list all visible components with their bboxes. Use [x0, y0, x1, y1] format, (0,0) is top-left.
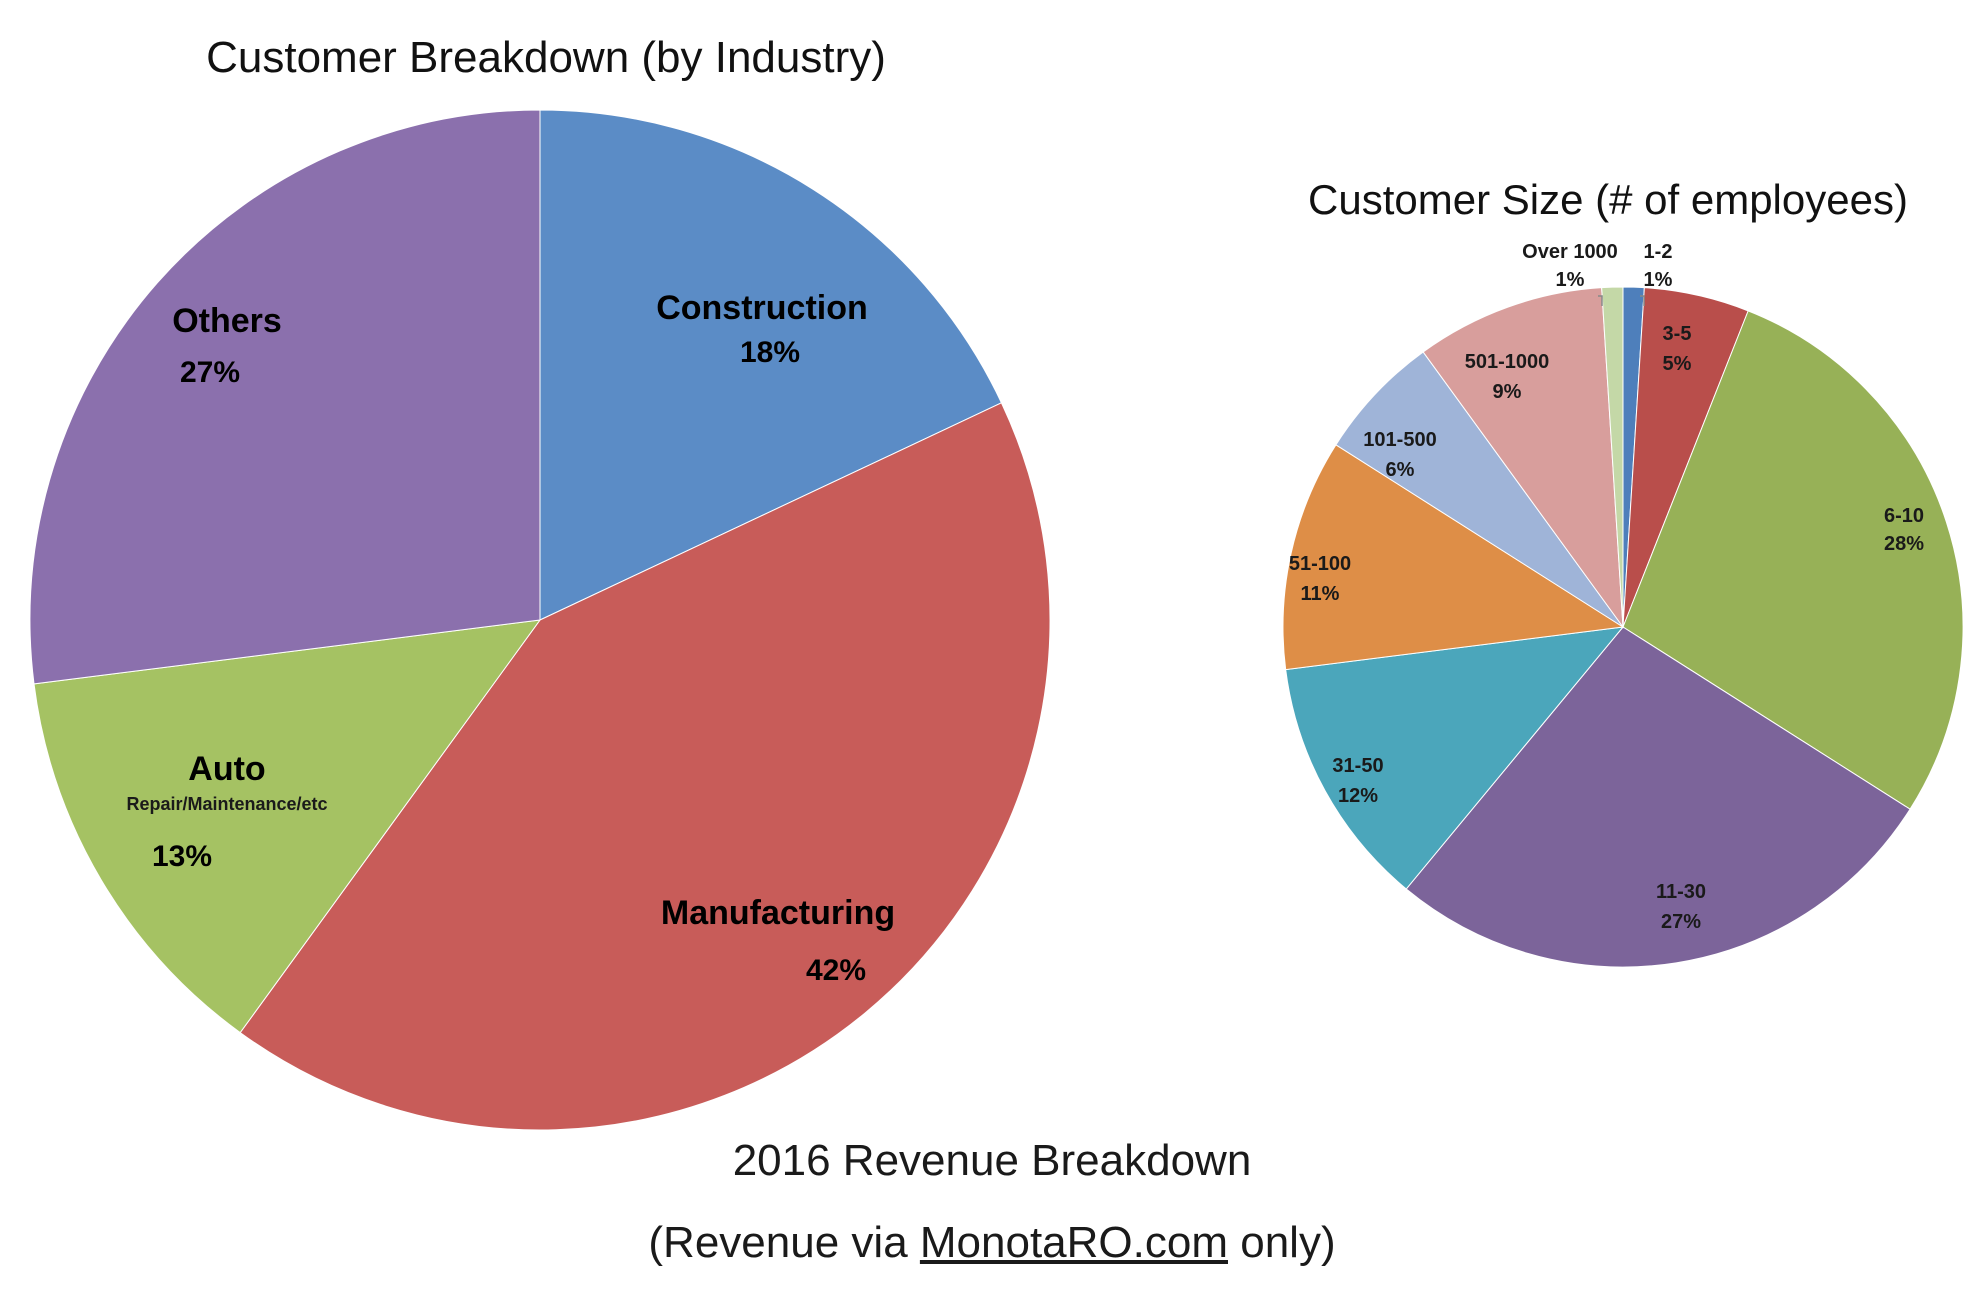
industry-value-manufacturing: 42%: [806, 954, 866, 987]
size-value-over-1000: 1%: [1556, 269, 1585, 291]
industry-label-auto: Auto: [188, 750, 265, 788]
caption-suffix: only): [1228, 1218, 1336, 1267]
industry-label-construction: Construction: [656, 289, 868, 327]
caption-prefix: (Revenue via: [648, 1218, 920, 1267]
size-label-101-500: 101-500: [1363, 429, 1436, 451]
size-label-11-30: 11-30: [1656, 881, 1706, 903]
size-slice-501-1000: [1422, 287, 1624, 629]
size-value-501-1000: 9%: [1493, 381, 1522, 403]
size-pie-leader-lines: [1598, 295, 1645, 306]
size-label-501-1000: 501-1000: [1465, 351, 1550, 373]
industry-sublabel-auto: Repair/Maintenance/etc: [126, 794, 327, 814]
size-slice-6-10: [1622, 310, 1964, 810]
size-value-3-5: 5%: [1663, 353, 1692, 375]
size-label-31-50: 31-50: [1332, 755, 1383, 777]
caption-line-1: 2016 Revenue Breakdown: [732, 1136, 1252, 1185]
industry-chart-title: Customer Breakdown (by Industry): [206, 33, 886, 82]
industry-pie-labels: Construction 18% Manufacturing 42% Auto Repai…: [126, 289, 895, 987]
size-value-101-500: 6%: [1386, 459, 1415, 481]
caption-line-2: (Revenue via MonotaRO.com only): [0, 1218, 1984, 1268]
size-slice-over-1000: [1601, 286, 1624, 628]
size-label-6-10: 6-10: [1884, 505, 1924, 527]
industry-slice-manufacturing: [239, 402, 1051, 1131]
industry-slice-construction: [539, 109, 1003, 621]
size-value-1-2: 1%: [1644, 269, 1673, 291]
size-slice-11-30: [1405, 626, 1911, 968]
size-pie: [1282, 286, 1964, 968]
monotaro-link[interactable]: MonotaRO.com: [919, 1218, 1228, 1267]
size-value-31-50: 12%: [1338, 785, 1378, 807]
industry-value-others: 27%: [180, 356, 240, 389]
size-value-51-100: 11%: [1301, 583, 1340, 605]
size-value-11-30: 27%: [1661, 911, 1701, 933]
size-label-over-1000: Over 1000: [1522, 241, 1618, 263]
industry-label-manufacturing: Manufacturing: [661, 894, 895, 932]
industry-label-others: Others: [172, 302, 282, 340]
size-pie-labels: 1-2 1% 3-5 5% 6-10 28% 11-30 27% 31-50 12% 51-100 1…: [1289, 241, 1924, 933]
size-leader-1-2: [1640, 295, 1645, 306]
industry-value-construction: 18%: [740, 336, 800, 369]
size-label-3-5: 3-5: [1663, 323, 1692, 345]
size-label-51-100: 51-100: [1289, 553, 1351, 575]
industry-slice-auto: [33, 619, 542, 1034]
size-leader-over-1000: [1598, 295, 1603, 306]
size-value-6-10: 28%: [1884, 533, 1924, 555]
size-slice-31-50: [1285, 626, 1625, 890]
size-slice-51-100: [1282, 444, 1625, 671]
size-chart-title: Customer Size (# of employees): [1308, 176, 1908, 223]
industry-slice-others: [29, 109, 541, 685]
size-slice-101-500: [1335, 351, 1624, 628]
size-label-1-2: 1-2: [1644, 241, 1673, 263]
industry-value-auto: 13%: [152, 840, 212, 873]
industry-pie: [29, 109, 1051, 1131]
